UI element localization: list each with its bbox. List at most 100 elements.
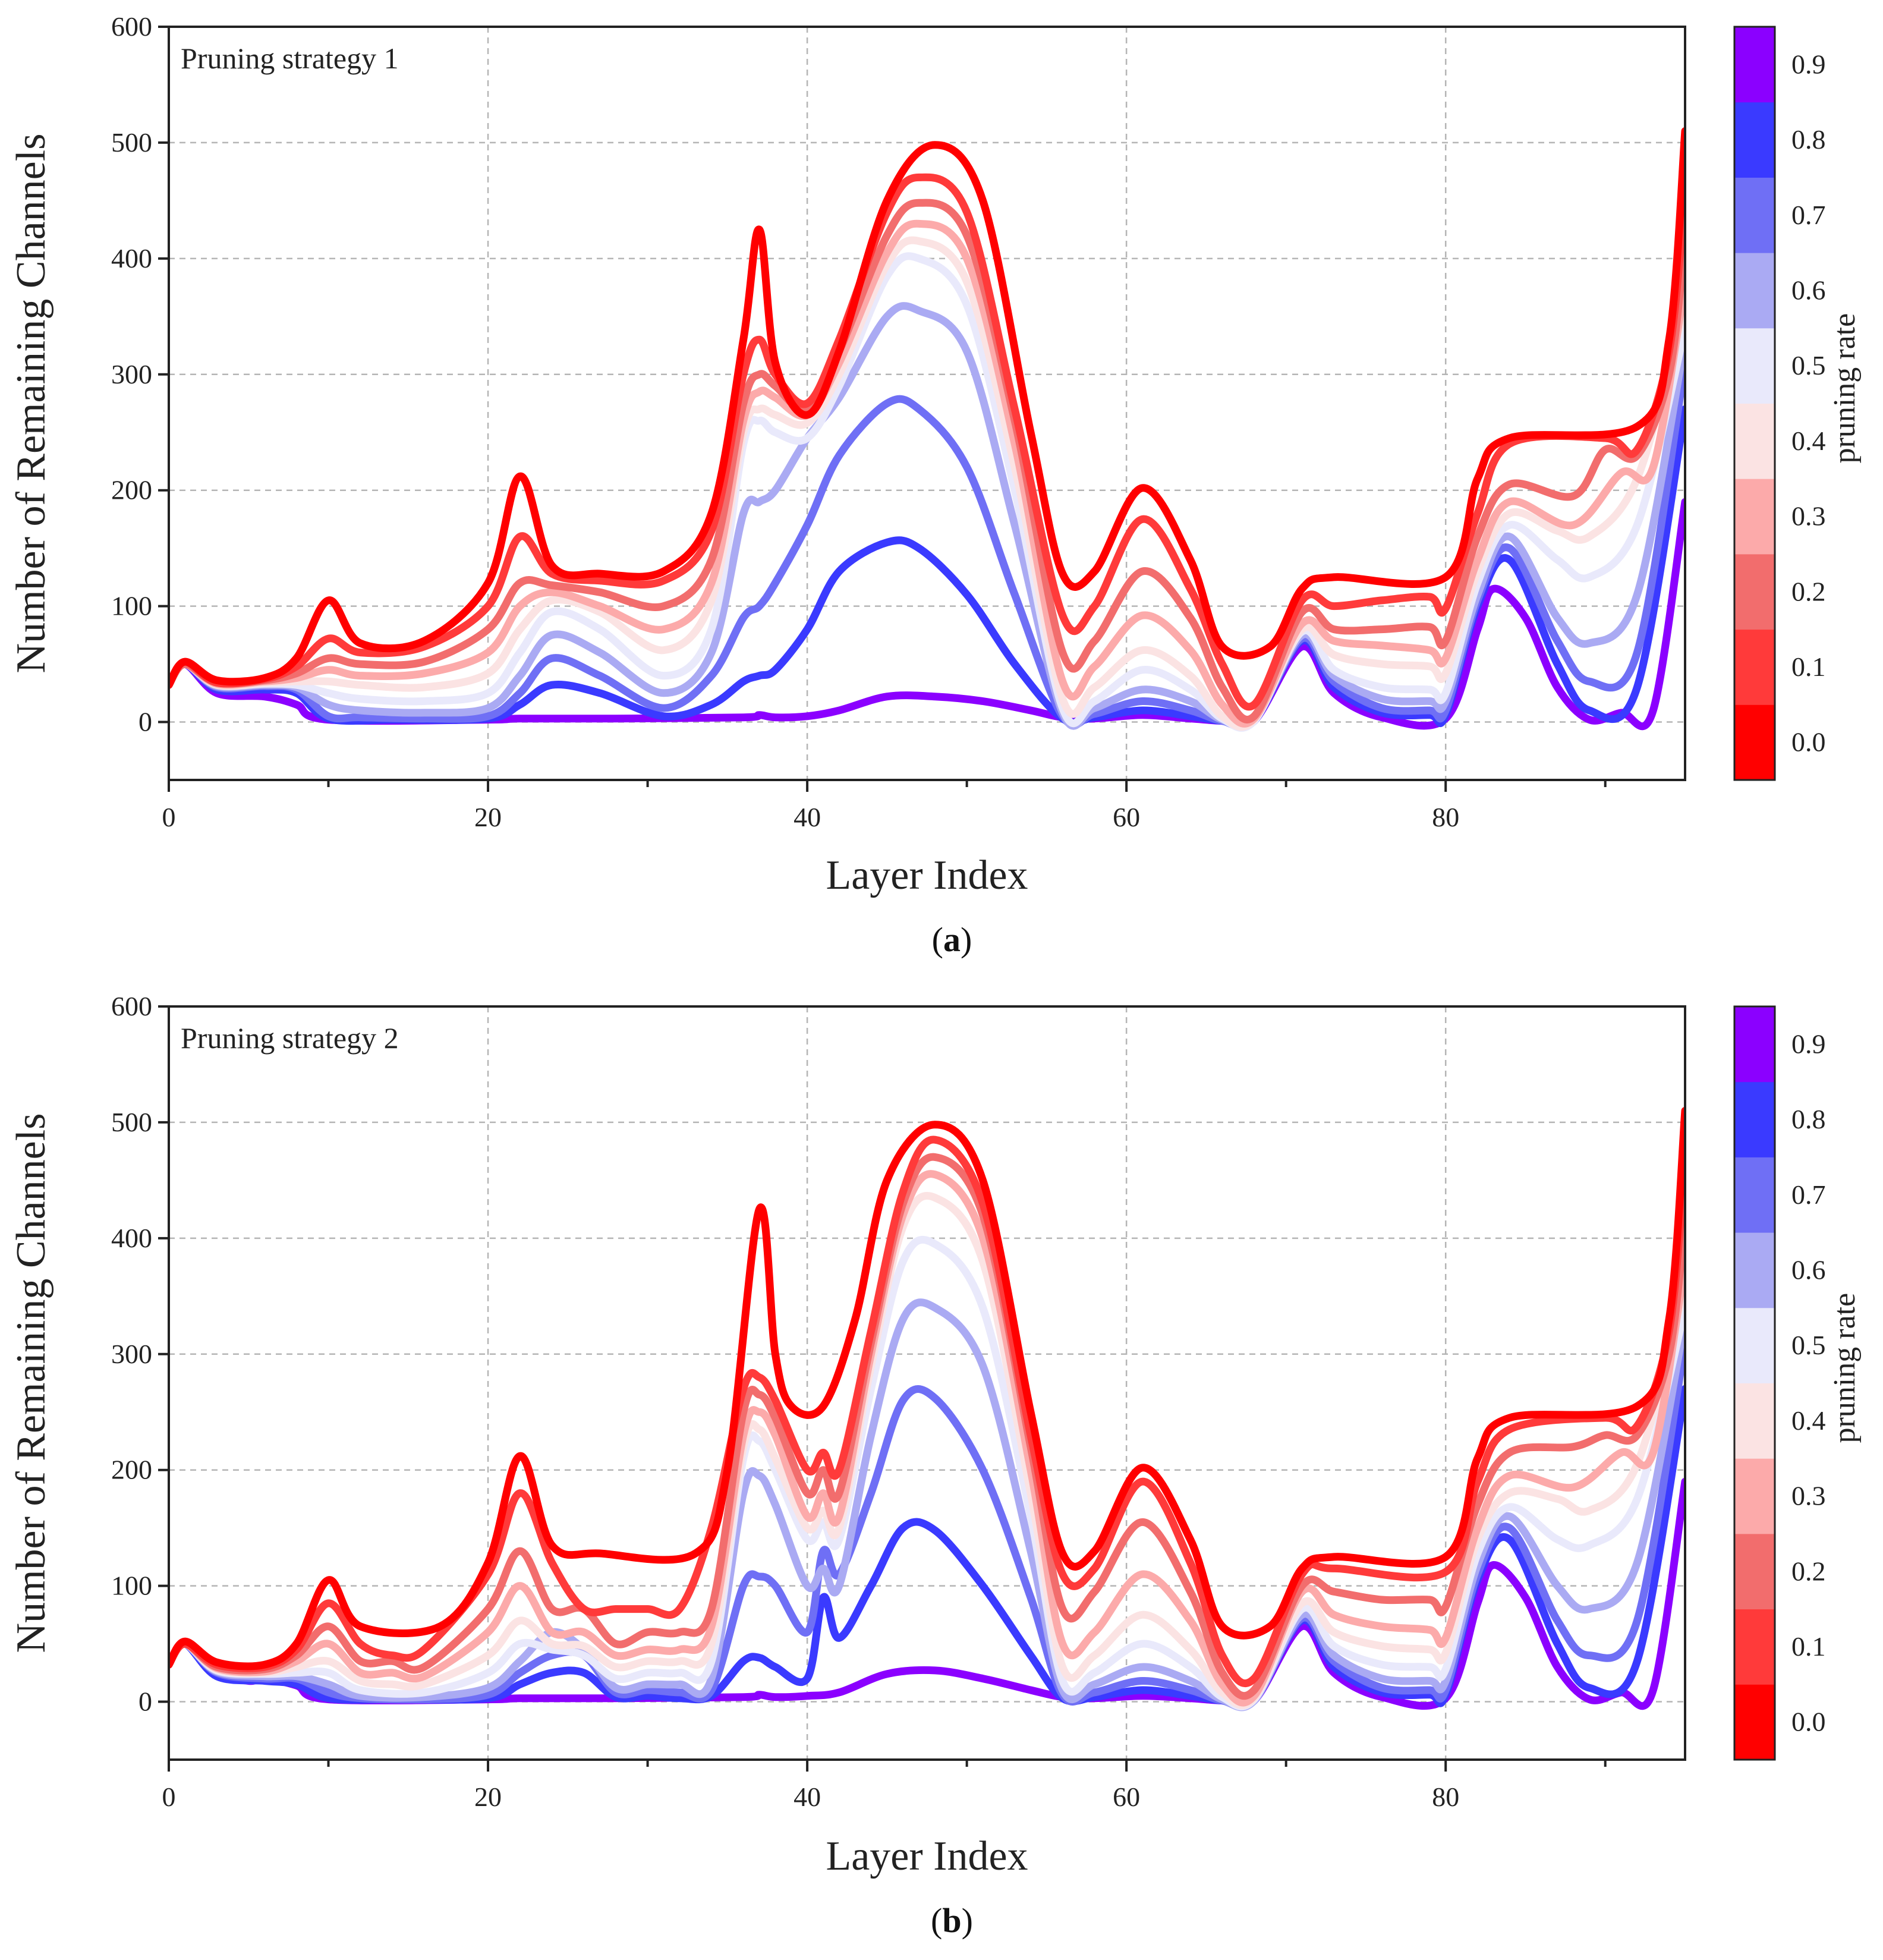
- colorbar-segment-0-1: [1734, 1609, 1775, 1685]
- colorbar-segment-0-0: [1734, 704, 1775, 781]
- colorbar-tick-label: 0.0: [1791, 1707, 1826, 1737]
- plot-frame: [168, 26, 1686, 781]
- y-axis-label: Number of Remaining Channels: [8, 134, 54, 674]
- x-tick-label: 0: [162, 802, 176, 832]
- y-tick-label: 200: [111, 475, 152, 505]
- panel-label-letter: a: [943, 920, 961, 959]
- colorbar-segment-0-6: [1734, 253, 1775, 329]
- y-tick-label: 600: [111, 991, 152, 1021]
- series-line-0-1: [169, 173, 1685, 711]
- panel-label-close: ): [962, 1901, 973, 1940]
- colorbar-segment-0-9: [1734, 27, 1775, 103]
- colorbar-segment-0-6: [1734, 1232, 1775, 1308]
- colorbar-tick-label: 0.6: [1791, 1254, 1826, 1285]
- x-axis-label: Layer Index: [826, 1833, 1028, 1879]
- colorbar-tick-label: 0.7: [1791, 200, 1826, 230]
- x-tick-label: 0: [162, 1782, 176, 1812]
- series-line-0-6: [169, 1298, 1685, 1712]
- strategy-title: Pruning strategy 2: [181, 1021, 399, 1055]
- colorbar-segment-0-4: [1734, 403, 1775, 479]
- y-tick-label: 300: [111, 359, 152, 389]
- colorbar-segment-0-7: [1734, 177, 1775, 253]
- y-tick-label: 300: [111, 1339, 152, 1369]
- colorbar: 0.0 0.1 0.2 0.3 0.4 0.5 0.6 0.7 0.8 0.9 pruning ra…: [1733, 26, 1862, 781]
- x-tick-label: 60: [1113, 1782, 1140, 1812]
- colorbar-segment-0-7: [1734, 1157, 1775, 1233]
- series-line-0-5: [169, 252, 1685, 732]
- colorbar-segment-0-2: [1734, 553, 1775, 630]
- colorbar-segment-0-1: [1734, 629, 1775, 705]
- x-tick-label: 20: [474, 802, 502, 832]
- y-tick-label: 0: [138, 707, 152, 737]
- y-tick-label: 500: [111, 127, 152, 158]
- colorbar-tick-label: 0.8: [1791, 124, 1826, 155]
- plot-frame: [168, 1005, 1686, 1761]
- colorbar-segment-0-3: [1734, 1458, 1775, 1534]
- colorbar-tick-label: 0.1: [1791, 1631, 1826, 1662]
- colorbar-segment-0-0: [1734, 1684, 1775, 1760]
- y-tick-label: 200: [111, 1455, 152, 1485]
- y-tick-label: 0: [138, 1687, 152, 1717]
- colorbar-segment-0-9: [1734, 1006, 1775, 1083]
- panel-label-open: (: [931, 1901, 942, 1940]
- colorbar-tick-label: 0.6: [1791, 275, 1826, 305]
- panel-label-letter: b: [942, 1901, 961, 1940]
- colorbar-tick-label: 0.0: [1791, 727, 1826, 757]
- series-line-0-0: [169, 127, 1685, 689]
- x-axis: 0 20 40 60 80: [162, 780, 1607, 832]
- colorbar-segment-0-4: [1734, 1383, 1775, 1459]
- y-axis-label: Number of Remaining Channels: [8, 1113, 54, 1653]
- y-tick-label: 400: [111, 243, 152, 273]
- series-lines: [169, 127, 1685, 732]
- colorbar-tick-label: 0.2: [1791, 576, 1826, 606]
- colorbar-frame: [1733, 1005, 1776, 1761]
- x-tick-label: 80: [1432, 1782, 1459, 1812]
- x-axis-label: Layer Index: [826, 852, 1028, 898]
- colorbar-tick-label: 0.4: [1791, 426, 1826, 456]
- colorbar-tick-label: 0.1: [1791, 652, 1826, 682]
- x-tick-label: 40: [793, 802, 821, 832]
- colorbar-segment-0-8: [1734, 102, 1775, 178]
- series-line-0-4: [169, 236, 1685, 731]
- x-tick-label: 60: [1113, 802, 1140, 832]
- panel-label-open: (: [932, 920, 943, 959]
- y-tick-label: 400: [111, 1223, 152, 1253]
- chart-panel-b: 0 100 200 300 400 500 600 0 20 40 60 80 Pruning stra…: [8, 991, 1862, 1940]
- colorbar-tick-label: 0.4: [1791, 1405, 1826, 1436]
- colorbar-tick-label: 0.9: [1791, 49, 1826, 79]
- colorbar-tick-label: 0.3: [1791, 501, 1826, 531]
- colorbar: 0.0 0.1 0.2 0.3 0.4 0.5 0.6 0.7 0.8 0.9 pruning ra…: [1733, 1005, 1862, 1761]
- y-axis: 0 100 200 300 400 500 600: [111, 991, 169, 1717]
- colorbar-tick-label: 0.5: [1791, 1330, 1826, 1360]
- series-line-0-3: [169, 219, 1685, 728]
- colorbar-segment-0-3: [1734, 479, 1775, 555]
- colorbar-frame: [1733, 26, 1776, 781]
- series-line-0-5: [169, 1236, 1685, 1711]
- y-axis: 0 100 200 300 400 500 600: [111, 11, 169, 737]
- y-tick-label: 500: [111, 1107, 152, 1137]
- colorbar-segment-0-5: [1734, 1307, 1775, 1383]
- colorbar-tick-label: 0.8: [1791, 1104, 1826, 1134]
- y-tick-label: 100: [111, 1571, 152, 1601]
- x-axis: 0 20 40 60 80: [162, 1760, 1607, 1812]
- colorbar-tick-label: 0.2: [1791, 1556, 1826, 1586]
- colorbar-title: pruning rate: [1828, 313, 1862, 464]
- series-line-0-0: [169, 1106, 1685, 1670]
- colorbar-tick-label: 0.7: [1791, 1179, 1826, 1210]
- colorbar-segment-0-5: [1734, 328, 1775, 404]
- colorbar-tick-label: 0.9: [1791, 1028, 1826, 1059]
- colorbar-segment-0-8: [1734, 1081, 1775, 1157]
- x-tick-label: 40: [793, 1782, 821, 1812]
- colorbar-title: pruning rate: [1828, 1293, 1862, 1443]
- colorbar-segment-0-2: [1734, 1533, 1775, 1610]
- panel-label: (b): [931, 1901, 973, 1940]
- colorbar-tick-label: 0.5: [1791, 350, 1826, 380]
- x-tick-label: 20: [474, 1782, 502, 1812]
- y-tick-label: 100: [111, 591, 152, 621]
- panel-label-close: ): [961, 920, 972, 959]
- colorbar-tick-label: 0.3: [1791, 1481, 1826, 1511]
- y-tick-label: 600: [111, 11, 152, 42]
- panel-label: (a): [932, 920, 972, 959]
- strategy-title: Pruning strategy 1: [181, 42, 399, 75]
- chart-panel-a: 0 100 200 300 400 500 600 0 20 40 60 80 Pruning stra…: [8, 11, 1862, 959]
